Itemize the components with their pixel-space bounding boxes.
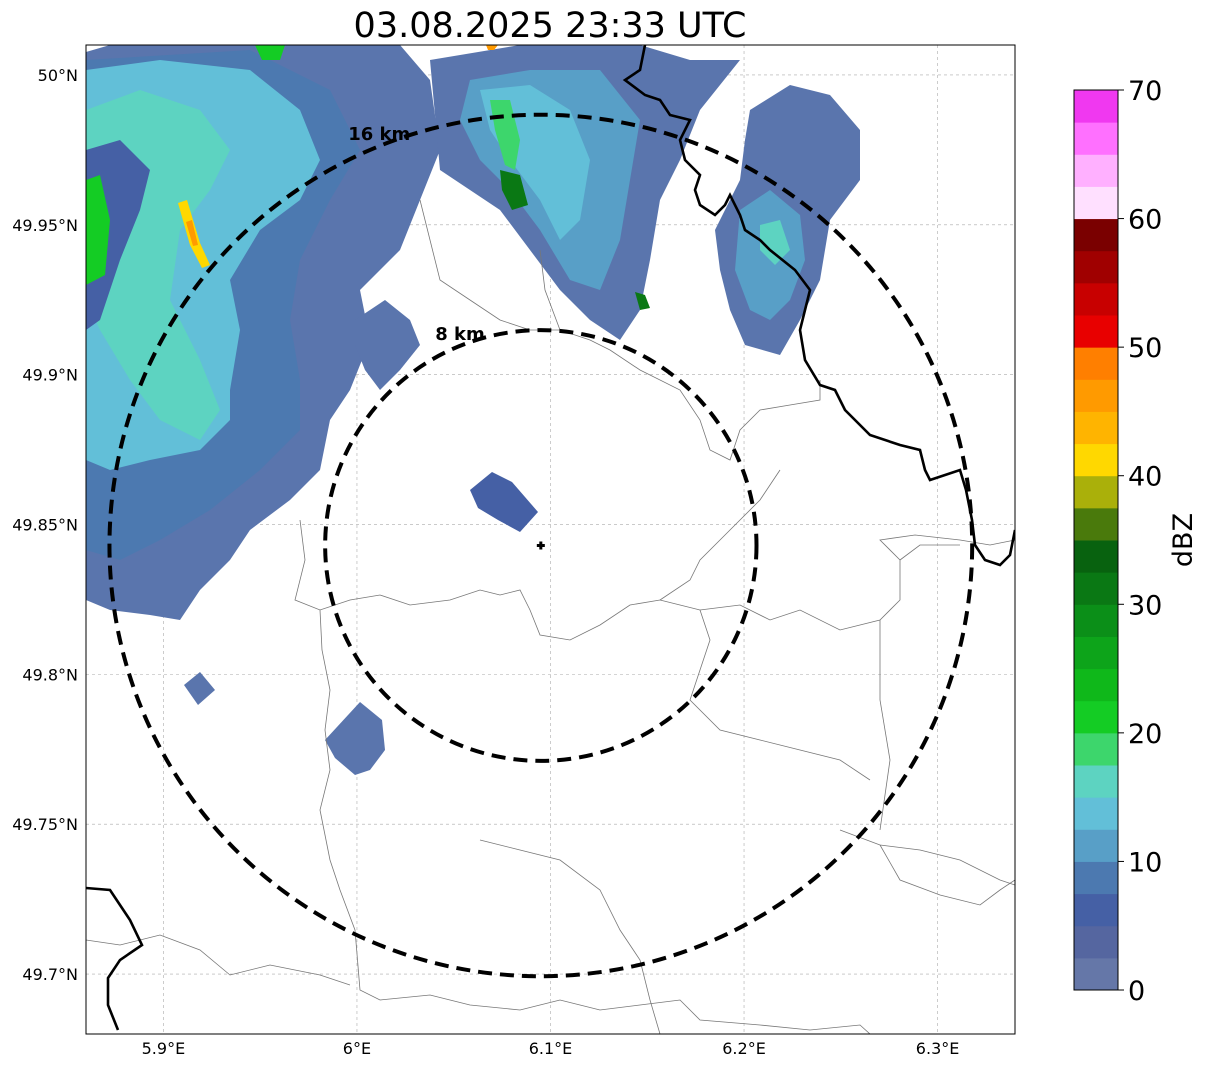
echo-field (255, 45, 285, 60)
colorbar-segment (1074, 411, 1118, 445)
echo-field (86, 175, 110, 285)
colorbar-segment (1074, 829, 1118, 862)
colorbar: 0 10 20 30 40 50 60 70 dBZ (1073, 76, 1199, 1007)
colorbar-segment (1074, 122, 1118, 155)
lat-tick-label: 49.8°N (22, 665, 78, 684)
colorbar-segment (1074, 636, 1118, 670)
colorbar-segment (1074, 604, 1118, 637)
lat-tick-label: 49.95°N (12, 216, 78, 235)
lat-tick-label: 49.9°N (22, 366, 78, 385)
map-title: 03.08.2025 23:33 UTC (354, 6, 747, 46)
range-ring-label: 16 km (348, 124, 410, 145)
colorbar-segment (1074, 893, 1118, 927)
lon-tick-label: 5.9°E (142, 1039, 186, 1058)
colorbar-segment (1074, 765, 1118, 798)
colorbar-segment (1074, 925, 1118, 959)
radar-echoes (86, 45, 860, 775)
colorbar-frame (1073, 89, 1119, 991)
colorbar-segment (1074, 315, 1118, 348)
range-rings: 8 km 16 km (107, 112, 975, 979)
echo-field (184, 672, 215, 705)
lat-tick-label: 49.85°N (12, 516, 78, 535)
colorbar-segment (1074, 282, 1118, 316)
colorbar-tick-label: 70 (1128, 76, 1162, 107)
colorbar-segment (1074, 861, 1118, 895)
borders (86, 199, 1015, 1034)
colorbar-tick-label: 30 (1128, 590, 1162, 621)
colorbar-segment (1074, 668, 1118, 702)
colorbar-segment (1074, 700, 1118, 734)
colorbar-segment (1074, 797, 1118, 830)
colorbar-segment (1074, 957, 1118, 991)
lon-tick-label: 6°E (343, 1039, 371, 1058)
colorbar-label: dBZ (1168, 513, 1199, 567)
lat-tick-label: 49.75°N (12, 815, 78, 834)
colorbar-segment (1074, 154, 1118, 187)
map-panel: 8 km 16 km (85, 44, 1016, 1035)
axis-ticks: 5.9°E 6°E 6.1°E 6.2°E 6.3°E 50°N 49.95°N 49.9°N… (12, 66, 959, 1058)
colorbar-tick-label: 60 (1128, 205, 1162, 236)
colorbar-segment (1074, 443, 1118, 477)
lat-tick-label: 49.7°N (22, 965, 78, 984)
lon-tick-label: 6.2°E (722, 1039, 766, 1058)
echo-field (470, 472, 538, 532)
range-ring (323, 328, 759, 763)
colorbar-tick-label: 20 (1128, 719, 1162, 750)
colorbar-segment (1074, 507, 1118, 541)
echo-field (355, 300, 420, 390)
echo-field (186, 220, 198, 246)
colorbar-segment (1074, 475, 1118, 509)
colorbar-segment (1074, 572, 1118, 605)
echo-field (760, 220, 790, 265)
colorbar-segment (1074, 732, 1118, 766)
lon-tick-label: 6.1°E (529, 1039, 573, 1058)
colorbar-tick-label: 0 (1128, 976, 1145, 1007)
range-ring-label: 8 km (435, 324, 485, 345)
colorbar-segment (1074, 347, 1118, 380)
colorbar-segment (1074, 90, 1118, 123)
echo-field (500, 170, 528, 210)
echo-field (486, 45, 498, 50)
colorbar-tick-label: 10 (1128, 847, 1162, 878)
country-border (86, 45, 1015, 1031)
colorbar-segment (1074, 186, 1118, 220)
colorbar-tick-label: 50 (1128, 333, 1162, 364)
colorbar-segment (1074, 540, 1118, 573)
echo-field (325, 702, 385, 775)
range-ring (107, 112, 975, 979)
echo-field (635, 292, 650, 310)
colorbar-tick-label: 40 (1128, 462, 1162, 493)
lat-tick-label: 50°N (38, 66, 78, 85)
colorbar-segment (1074, 250, 1118, 284)
colorbar-segment (1074, 379, 1118, 412)
lon-tick-label: 6.3°E (916, 1039, 960, 1058)
colorbar-segment (1074, 218, 1118, 252)
